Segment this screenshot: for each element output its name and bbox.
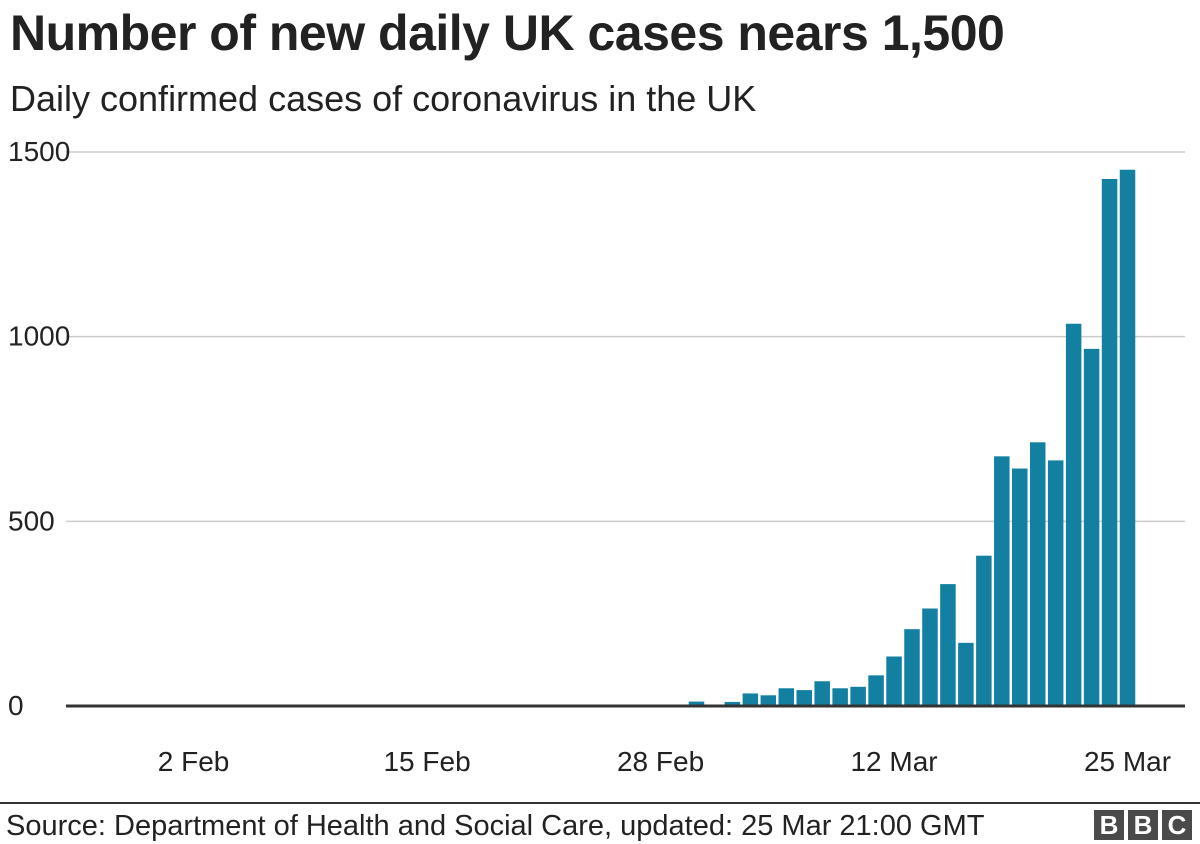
x-tick-label-1: 15 Feb bbox=[383, 746, 470, 777]
bars bbox=[688, 169, 1136, 707]
source-note: Source: Department of Health and Social … bbox=[6, 810, 985, 842]
x-tick-label-3: 12 Mar bbox=[850, 746, 937, 777]
y-axis-tick-labels: 0 500 1000 1500 bbox=[8, 136, 70, 721]
bar-2020-03-03 bbox=[724, 701, 741, 706]
bar-2020-03-22 bbox=[1065, 323, 1082, 706]
bar-2020-03-12 bbox=[886, 656, 902, 706]
chart-subtitle: Daily confirmed cases of coronavirus in … bbox=[10, 78, 757, 119]
y-tick-label-0: 0 bbox=[8, 690, 24, 721]
bar-2020-03-15 bbox=[940, 584, 956, 706]
bbc-logo-box-1: B bbox=[1094, 810, 1124, 840]
bar-2020-03-19 bbox=[1012, 468, 1028, 706]
x-tick-label-0: 2 Feb bbox=[158, 746, 230, 777]
bar-2020-03-08 bbox=[814, 681, 830, 706]
y-tick-label-500: 500 bbox=[8, 505, 55, 536]
bar-2020-03-18 bbox=[994, 456, 1010, 706]
y-tick-label-1000: 1000 bbox=[8, 321, 70, 352]
bar-2020-03-13 bbox=[904, 629, 920, 706]
bbc-logo-letter-3: C bbox=[1167, 810, 1187, 840]
gridlines bbox=[66, 151, 1185, 523]
bbc-logo: B B C bbox=[1094, 810, 1192, 840]
bar-2020-03-10 bbox=[850, 686, 866, 706]
bar-2020-03-04 bbox=[742, 693, 759, 706]
bar-2020-03-23 bbox=[1083, 348, 1100, 706]
bar-2020-03-24 bbox=[1101, 178, 1118, 707]
bbc-logo-letter-2: B bbox=[1133, 810, 1153, 840]
bbc-logo-letter-1: B bbox=[1099, 810, 1119, 840]
footer-divider bbox=[0, 802, 1200, 804]
bar-2020-03-06 bbox=[778, 688, 795, 706]
bar-2020-03-07 bbox=[796, 690, 812, 706]
bar-2020-03-20 bbox=[1029, 442, 1046, 706]
x-tick-label-4: 25 Mar bbox=[1084, 746, 1171, 777]
bbc-logo-box-2: B bbox=[1128, 810, 1158, 840]
bar-2020-03-11 bbox=[868, 675, 884, 706]
y-tick-label-1500: 1500 bbox=[8, 136, 70, 167]
chart-title: Number of new daily UK cases nears 1,500 bbox=[10, 5, 1005, 61]
bar-2020-03-17 bbox=[976, 555, 992, 706]
bar-2020-03-01 bbox=[688, 701, 705, 706]
bbc-logo-box-3: C bbox=[1162, 810, 1192, 840]
bar-chart: 0 500 1000 1500 2 Feb 15 Feb 28 Feb 12 Mar 25 M… bbox=[8, 136, 1185, 777]
bar-2020-03-25 bbox=[1119, 169, 1136, 706]
x-tick-label-2: 28 Feb bbox=[617, 746, 704, 777]
bar-2020-03-05 bbox=[760, 695, 777, 706]
bar-2020-03-09 bbox=[832, 688, 848, 706]
x-axis-tick-labels: 2 Feb 15 Feb 28 Feb 12 Mar 25 Mar bbox=[158, 746, 1171, 777]
bar-2020-03-14 bbox=[922, 608, 938, 706]
bar-2020-03-16 bbox=[958, 642, 974, 706]
bar-2020-03-21 bbox=[1047, 460, 1064, 706]
